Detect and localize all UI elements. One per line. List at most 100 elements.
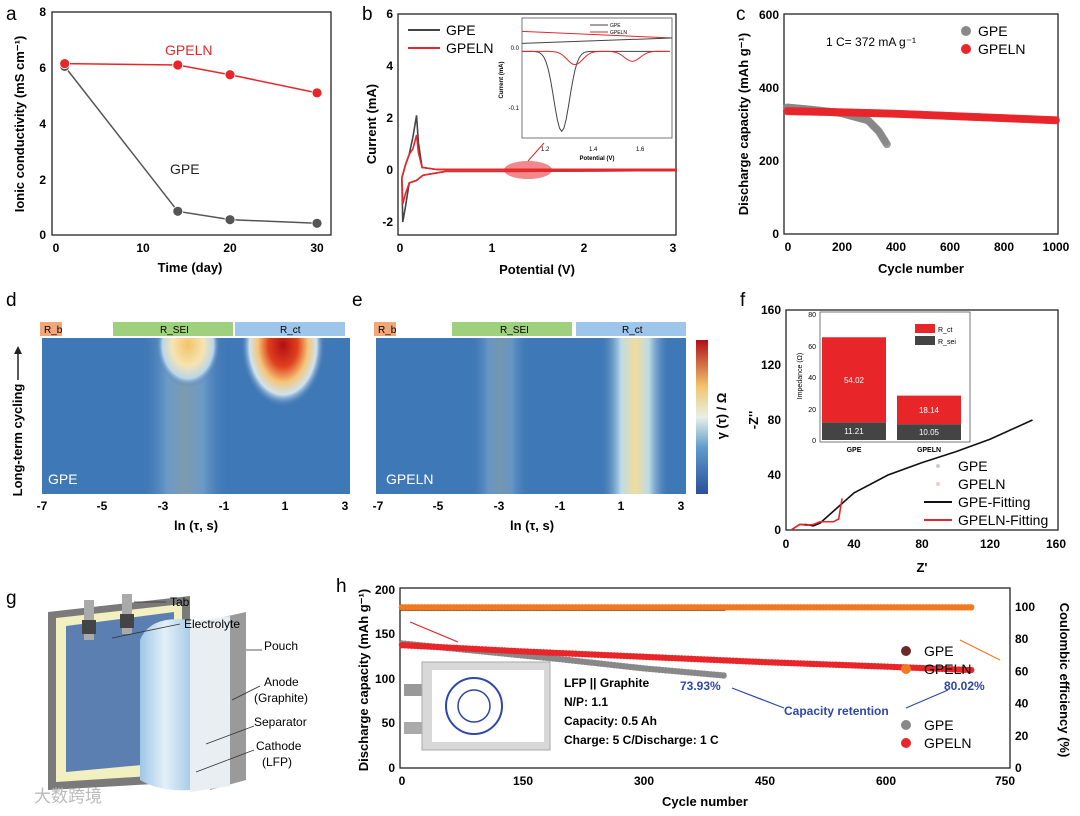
data-point-gpeln-capacity xyxy=(968,666,975,674)
axes-frame-h xyxy=(399,587,1011,769)
x-tick: 3 xyxy=(670,241,677,255)
inset-legend-rsei xyxy=(915,336,935,345)
cathode-layer xyxy=(140,619,190,791)
legend-marker-gpeln xyxy=(901,738,911,748)
annotation-1c: 1 C= 372 mA g⁻¹ xyxy=(826,35,916,49)
inset-y-tick: 80 xyxy=(808,312,816,319)
info-line: Charge: 5 C/Discharge: 1 C xyxy=(564,733,719,747)
y-tick: 0 xyxy=(39,228,46,242)
panel-label-b: b xyxy=(362,4,373,25)
y-tick: 4 xyxy=(39,117,46,131)
legend-top-gpeln: GPELN xyxy=(924,661,971,677)
retention-arrows xyxy=(731,687,949,709)
x-tick: 10 xyxy=(136,241,150,255)
chart-b-marks xyxy=(401,115,677,223)
x-tick: 0 xyxy=(783,537,790,551)
legend-gpe-fitting: GPE-Fitting xyxy=(958,494,1030,510)
bar-rsei xyxy=(822,422,886,440)
info-line: Capacity: 0.5 Ah xyxy=(564,714,657,728)
annotation-gpe: GPE xyxy=(170,161,200,177)
region-rb xyxy=(374,322,396,336)
chart-f-marks xyxy=(790,419,1033,531)
inset-b-marks xyxy=(521,30,673,133)
inset-b: 1.2 1.4 1.6 0.0 -0.1 Potential (V) Curre… xyxy=(499,17,673,162)
inset-y-tick: 0 xyxy=(812,438,816,445)
heatmap-band-rct xyxy=(600,338,670,494)
series-line-gpe xyxy=(64,65,318,225)
x-tick: 200 xyxy=(832,240,852,254)
legend-top-gpe: GPE xyxy=(924,643,954,659)
data-point xyxy=(172,59,184,71)
axes-frame-a xyxy=(51,11,332,236)
y-tick: -2 xyxy=(382,215,393,229)
y-tick: 400 xyxy=(759,81,779,95)
y-tick: 200 xyxy=(375,583,395,597)
heatmap-d-peaks xyxy=(140,338,325,494)
tab-seal xyxy=(82,620,96,634)
inset-legend-rsei-label: R_sei xyxy=(938,339,956,346)
leader-line xyxy=(195,749,255,773)
legend-marker-gpeln xyxy=(936,482,940,486)
legend-bottom-gpe: GPE xyxy=(924,717,954,733)
x-tick: 40 xyxy=(847,537,861,551)
right-y-ticks: 0 20 40 60 80 100 xyxy=(1015,600,1035,775)
x-tick: 80 xyxy=(915,537,929,551)
y-tick: 8 xyxy=(39,5,46,19)
cv-curve-gpeln xyxy=(401,134,677,205)
label-cathode: Cathode xyxy=(256,739,302,753)
chart-h-marks xyxy=(398,604,975,679)
data-point-gpeln-ce xyxy=(968,604,975,611)
heatmap-band xyxy=(470,338,530,494)
y-tick: 0 xyxy=(386,163,393,177)
y-axis-label-right: Coulombic efficiency (%) xyxy=(1057,603,1072,758)
bar-rsei xyxy=(897,424,961,440)
panel-label-a: a xyxy=(6,4,17,25)
y-tick: 600 xyxy=(759,8,779,22)
x-tick: 30 xyxy=(310,241,324,255)
inset-x-label: Potential (V) xyxy=(579,156,614,162)
bar-label: 18.14 xyxy=(919,406,940,415)
annotation-gpeln: GPELN xyxy=(165,42,212,58)
label-electrolyte: Electrolyte xyxy=(184,617,240,631)
heatmap-label: GPE xyxy=(48,471,78,487)
legend-gpe: GPE xyxy=(446,22,476,38)
y-tick-right: 40 xyxy=(1015,697,1029,711)
arrow-head-icon xyxy=(14,346,22,354)
y-tick: 120 xyxy=(761,358,781,372)
y-tick: 100 xyxy=(375,672,395,686)
inset-x-tick: GPE xyxy=(847,447,862,454)
legend-marker-gpeln-ce xyxy=(901,664,911,674)
chart-e: R_b R_SEI R_ct GPELN γ (τ) / Ω -7 -5 -3 … xyxy=(373,322,729,533)
data-point-gpeln xyxy=(1051,116,1060,125)
university-seal-logo xyxy=(445,677,503,735)
region-rsei xyxy=(113,322,233,336)
y-tick-right: 60 xyxy=(1015,664,1029,678)
x-tick: -3 xyxy=(158,499,169,513)
panel-label-h: h xyxy=(336,576,347,597)
bar-label: 54.02 xyxy=(844,376,865,385)
data-point xyxy=(172,205,184,217)
legend-gpeln: GPELN xyxy=(978,41,1025,57)
region-rct xyxy=(576,322,686,336)
inset-return-line xyxy=(521,30,673,39)
x-axis-label: Cycle number xyxy=(662,794,748,809)
x-tick: 3 xyxy=(342,499,349,513)
x-tick: 400 xyxy=(886,240,906,254)
x-tick: 1 xyxy=(489,241,496,255)
x-tick: 20 xyxy=(223,241,237,255)
region-rsei xyxy=(452,322,572,336)
arrow-right-axis xyxy=(959,639,1001,661)
panel-label-c: c xyxy=(736,4,746,25)
y-axis-label: Long-term cycling xyxy=(10,384,25,497)
y-tick: 160 xyxy=(761,303,781,317)
inset-legend-gpeln: GPELN xyxy=(610,30,627,36)
x-tick: -5 xyxy=(97,499,108,513)
y-tick: 40 xyxy=(768,468,782,482)
x-axis-label: Z' xyxy=(916,560,927,575)
inset-return-line xyxy=(521,37,673,44)
legend-gpe: GPE xyxy=(978,23,1008,39)
x-tick: -5 xyxy=(433,499,444,513)
heatmap-peak-rct xyxy=(241,338,325,407)
bar-label: 11.21 xyxy=(844,427,864,436)
